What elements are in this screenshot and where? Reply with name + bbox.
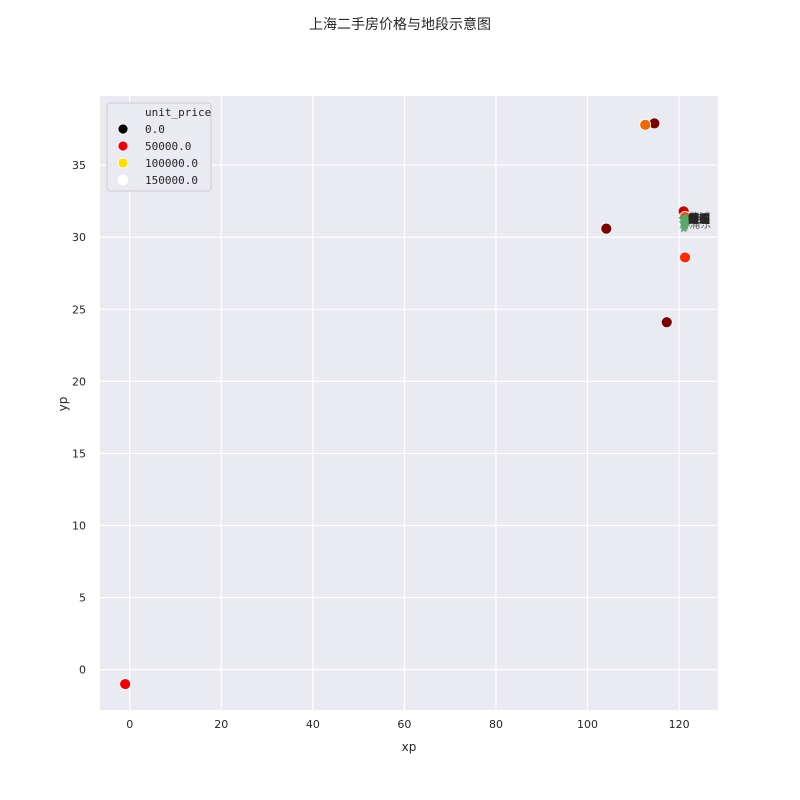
- x-tick-label: 120: [669, 718, 690, 731]
- y-tick-label: 30: [72, 231, 86, 244]
- point-annotation: 杨浦: [688, 212, 710, 226]
- point-annotation: 路: [692, 212, 703, 225]
- point-annotation: 崇明: [688, 213, 710, 226]
- point-annotation: 虹口: [688, 213, 710, 226]
- point-annotation: 宝山: [688, 212, 710, 226]
- legend-entry-label: 100000.0: [145, 157, 198, 170]
- data-point: [660, 316, 673, 329]
- legend: unit_price 0.0 50000.0 100000.0 150000.0: [106, 102, 212, 192]
- legend-entry-label: 50000.0: [145, 140, 191, 153]
- y-tick-label: 5: [79, 592, 86, 605]
- legend-marker: [117, 174, 129, 186]
- cluster-point: [678, 223, 689, 233]
- data-point: [639, 118, 652, 131]
- point-annotation: 青浦: [688, 213, 710, 226]
- y-tick-label: 0: [79, 664, 86, 677]
- cluster-points: [678, 212, 692, 233]
- point-annotation: 浦东: [688, 213, 710, 226]
- point-annotation: 长宁: [688, 212, 710, 226]
- legend-box: [106, 102, 212, 192]
- cluster-point: [680, 213, 691, 223]
- y-tick-label: 35: [72, 159, 86, 172]
- chart-title: 上海二手房价格与地段示意图: [309, 16, 491, 33]
- point-annotation: 金山: [688, 212, 710, 226]
- point-annotation: 黄浦: [688, 212, 710, 226]
- point-annotation: 徐汇: [688, 212, 710, 226]
- data-point: [600, 222, 613, 235]
- point-annotation: 普陀: [688, 212, 710, 226]
- tick-labels: 0 20 40 60 80 100 120 0 5 10 15 20 25 30 35: [72, 159, 690, 731]
- y-tick-label: 20: [72, 375, 86, 388]
- x-tick-label: 100: [577, 718, 598, 731]
- grid-lines: [100, 96, 718, 710]
- x-tick-label: 60: [397, 718, 411, 731]
- x-tick-label: 40: [306, 718, 320, 731]
- point-annotation: 奉贤: [688, 212, 710, 226]
- y-axis-label: yp: [56, 397, 70, 412]
- point-annotation: 闵行: [688, 212, 710, 226]
- point-annotation: 嘉定: [688, 212, 710, 226]
- plot-area: [100, 96, 718, 710]
- y-tick-label: 15: [72, 447, 86, 460]
- legend-title: unit_price: [145, 106, 211, 119]
- x-tick-label: 80: [489, 718, 503, 731]
- point-annotation: 松江: [688, 212, 710, 226]
- point-annotation: 静安: [688, 212, 710, 226]
- legend-marker: [117, 157, 129, 169]
- point-annotation: 浦东: [689, 218, 711, 231]
- x-tick-label: 0: [126, 718, 133, 731]
- legend-entry-label: 150000.0: [145, 174, 198, 187]
- y-tick-label: 25: [72, 303, 86, 316]
- y-tick-label: 10: [72, 520, 86, 533]
- data-point: [679, 251, 691, 264]
- legend-marker: [117, 123, 129, 135]
- legend-marker: [117, 140, 129, 152]
- legend-entry-label: 0.0: [145, 123, 165, 136]
- x-axis-label: xp: [402, 740, 417, 754]
- data-point: [119, 678, 132, 690]
- point-annotation: 黄浦: [688, 210, 710, 224]
- cluster-point: [682, 217, 692, 227]
- x-tick-label: 20: [214, 718, 228, 731]
